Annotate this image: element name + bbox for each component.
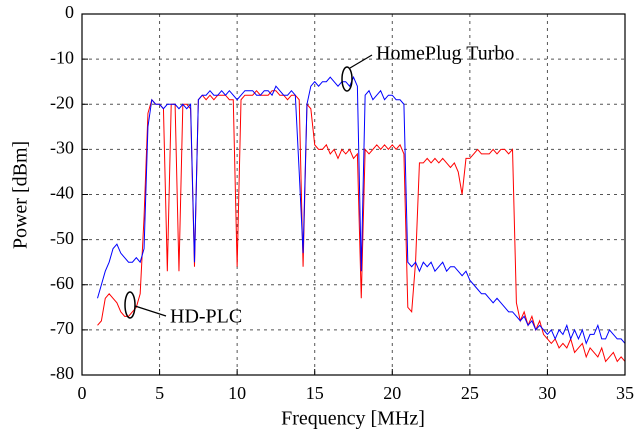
x-tick-label: 30	[538, 383, 556, 403]
y-tick-label: -80	[50, 363, 74, 383]
y-tick-label: -50	[50, 228, 74, 248]
y-tick-label: 0	[65, 2, 74, 22]
annotation-ellipse	[341, 66, 353, 92]
x-tick-label: 15	[306, 383, 324, 403]
annotation: HomePlug Turbo	[376, 43, 514, 65]
x-tick-label: 20	[383, 383, 401, 403]
x-tick-label: 0	[78, 383, 87, 403]
y-tick-label: -20	[50, 92, 74, 112]
y-tick-label: -60	[50, 273, 74, 293]
x-tick-label: 25	[461, 383, 479, 403]
y-tick-label: -10	[50, 47, 74, 67]
y-axis-title: Power [dBm]	[10, 141, 32, 249]
y-tick-label: -40	[50, 183, 74, 203]
x-tick-label: 5	[155, 383, 164, 403]
plot-frame	[81, 13, 626, 376]
x-tick-label: 35	[616, 383, 634, 403]
annotation: HD-PLC	[170, 306, 242, 328]
series-line	[97, 75, 626, 345]
annotation-arrow	[349, 54, 373, 69]
y-tick-label: -70	[50, 318, 74, 338]
y-tick-label: -30	[50, 138, 74, 158]
annotation-arrow	[134, 305, 167, 317]
plot-area: 0-10-20-30-40-50-60-70-800 5 10 15 20 25 30 35	[50, 2, 634, 403]
x-axis-title: Frequency [MHz]	[281, 408, 425, 430]
annotation-ellipse	[124, 291, 136, 319]
series-line	[97, 89, 626, 363]
x-tick-label: 10	[228, 383, 246, 403]
